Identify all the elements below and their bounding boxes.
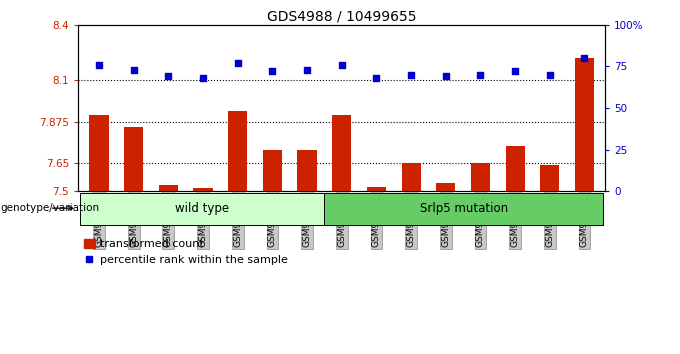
Bar xyxy=(471,162,490,191)
Point xyxy=(198,75,209,81)
Point xyxy=(267,69,278,74)
Bar xyxy=(228,111,248,191)
Point xyxy=(544,72,555,78)
Text: genotype/variation: genotype/variation xyxy=(0,203,99,213)
Bar xyxy=(194,188,213,191)
Point xyxy=(509,69,520,74)
Title: GDS4988 / 10499655: GDS4988 / 10499655 xyxy=(267,10,416,24)
Point xyxy=(336,62,347,68)
Bar xyxy=(159,185,178,191)
Bar xyxy=(401,162,420,191)
Point xyxy=(475,72,486,78)
Bar xyxy=(540,165,559,191)
Legend: transformed count, percentile rank within the sample: transformed count, percentile rank withi… xyxy=(84,239,288,265)
Point xyxy=(302,67,313,73)
Point xyxy=(371,75,381,81)
Point xyxy=(233,60,243,66)
Bar xyxy=(90,115,109,191)
Point xyxy=(579,55,590,61)
Bar xyxy=(297,150,317,191)
Bar xyxy=(575,58,594,191)
Text: Srlp5 mutation: Srlp5 mutation xyxy=(420,202,508,215)
Point xyxy=(405,72,416,78)
Bar xyxy=(367,187,386,191)
Point xyxy=(440,74,451,79)
Point xyxy=(94,62,105,68)
Text: wild type: wild type xyxy=(175,202,229,215)
Point xyxy=(163,74,174,79)
Bar xyxy=(124,127,143,191)
Bar xyxy=(505,146,524,191)
Bar xyxy=(436,183,455,191)
Bar xyxy=(324,193,603,225)
Bar xyxy=(263,150,282,191)
Point xyxy=(129,67,139,73)
Bar xyxy=(80,193,324,225)
Bar xyxy=(332,115,352,191)
